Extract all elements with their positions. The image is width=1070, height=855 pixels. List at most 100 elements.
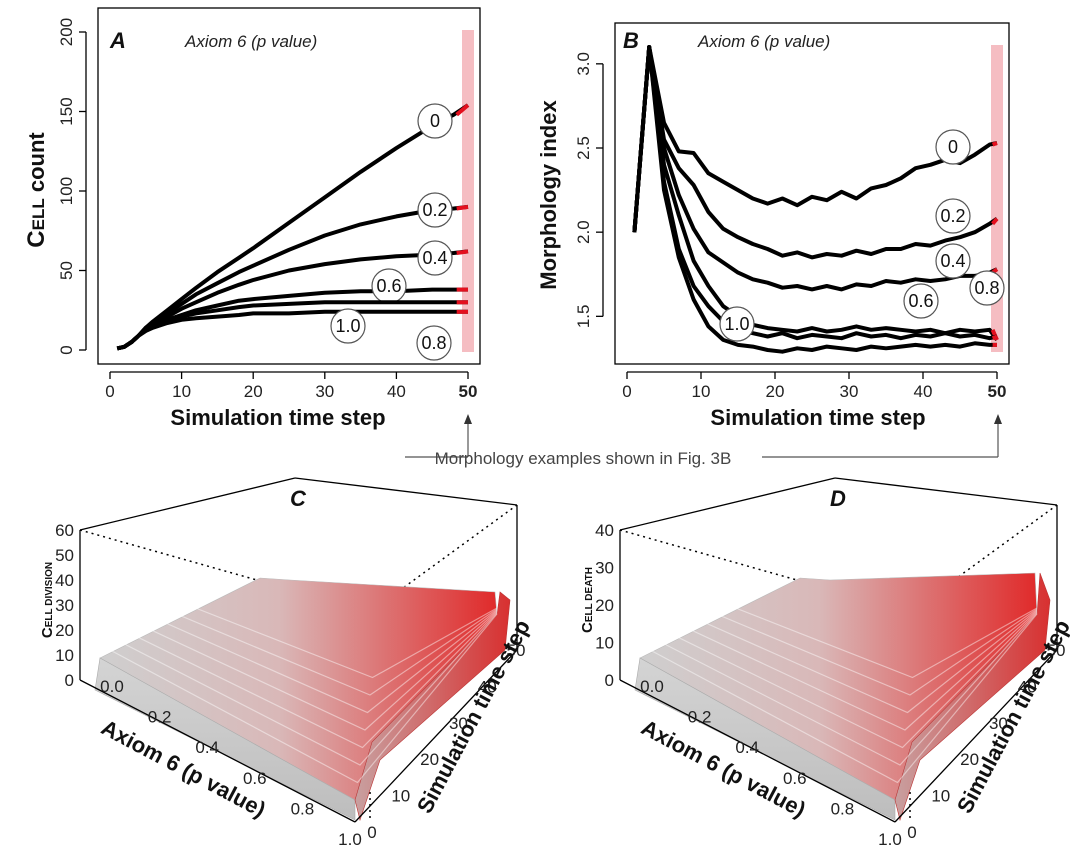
- panel-b-subtitle: Axiom 6 (p value): [697, 32, 830, 51]
- annotation-arrowhead-b: [994, 414, 1002, 424]
- series-label-circle: [417, 240, 453, 276]
- series-line-0.4: [632, 45, 998, 292]
- surface-side: [354, 591, 511, 822]
- x-tick-label: 0.8: [831, 799, 855, 818]
- y-tick-label: 3.0: [574, 52, 593, 76]
- series-line-0.6: [632, 45, 999, 342]
- x-tick-label: 1.0: [338, 830, 362, 849]
- annotation-arrowhead-a: [464, 414, 472, 424]
- z-tick-label: 20: [55, 621, 74, 640]
- z-axis-title: CELL DEATH: [579, 567, 596, 633]
- series-label-circle: [969, 270, 1005, 306]
- box-edge: [294, 477, 518, 506]
- surface-band: [665, 610, 1038, 731]
- z-tick-label: 0: [605, 671, 614, 690]
- x-tick-label: 30: [840, 382, 859, 401]
- x-tick-label: 30: [315, 382, 334, 401]
- series-label: 0.6: [376, 276, 401, 296]
- surface-front: [634, 657, 896, 821]
- y-tick-label: 30: [989, 714, 1008, 733]
- panel-b: B Axiom 6 (p value) Morphology index Sim…: [536, 22, 1010, 430]
- z-axis-title-rest: ELL DIVISION: [44, 562, 55, 627]
- panel-a-subtitle: Axiom 6 (p value): [184, 32, 317, 51]
- surface-band: [658, 611, 1038, 749]
- panel-c-surface: 0 10 20 30 40 50 60 0.0 0.2 0.4 0.6 0.8 1.0 0 10 20 30 40…: [39, 477, 535, 849]
- y-tick-label: 1.5: [574, 305, 593, 329]
- series-line-0.8: [632, 45, 998, 341]
- box-edge-dotted: [79, 529, 371, 613]
- panel-a-xlabel: Simulation time step: [170, 405, 385, 430]
- series-label-circle: [935, 198, 971, 234]
- panel-c: C 0 10 20 30 40 50 60 0.0 0.2 0.4 0.6 0.8 1.0 0 10 20 30…: [39, 477, 535, 849]
- x-tick-label: 40: [914, 382, 933, 401]
- series-label: 0.6: [908, 291, 933, 311]
- surface-band: [646, 613, 1038, 784]
- series-label-circle: [935, 243, 971, 279]
- y-tick-label: 20: [420, 750, 439, 769]
- highlight-band: [462, 30, 474, 352]
- box-edge-dotted: [619, 529, 911, 613]
- box-edge: [79, 477, 296, 531]
- box-edge: [834, 477, 1058, 506]
- surface-front: [94, 657, 356, 821]
- svg-text:CELL count: CELL count: [23, 132, 50, 248]
- surface-band: [678, 597, 1038, 696]
- surface-band: [106, 613, 498, 784]
- panel-letter-b: B: [623, 28, 639, 53]
- y-tick-label: 30: [449, 714, 468, 733]
- series-label: 0: [948, 137, 958, 157]
- panel-b-plot-area: 1.5 2.0 2.5 3.0 0 10 20 30 40 50 0 0.2 0.4 0.6 0.8 1.0: [574, 22, 1010, 401]
- highlight-band: [991, 45, 1003, 352]
- surface-band: [684, 587, 1038, 679]
- x-tick-label: 0: [622, 382, 631, 401]
- y-tick-label: 2.5: [574, 136, 593, 160]
- series-end-mark: [455, 103, 470, 117]
- series-line-1.0: [632, 45, 997, 354]
- box-edge: [79, 679, 356, 823]
- series-label-circle: [417, 103, 453, 139]
- surface-band: [138, 597, 498, 696]
- x-tick-label: 0.6: [783, 769, 807, 788]
- series-end-mark: [991, 217, 999, 226]
- series-label: 0: [430, 111, 440, 131]
- z-tick-label: 10: [55, 646, 74, 665]
- box-edge: [619, 477, 836, 531]
- z-tick-label: 10: [595, 634, 614, 653]
- z-tick-label: 50: [55, 546, 74, 565]
- y-tick-label: 50: [57, 261, 76, 280]
- x-tick-label: 0.0: [100, 677, 124, 696]
- series-label: 0.8: [421, 333, 446, 353]
- x-tick-label: 0.4: [195, 738, 219, 757]
- series-label: 0.4: [940, 251, 965, 271]
- x-tick-label: 10: [692, 382, 711, 401]
- surface-band: [125, 610, 498, 731]
- z-tick-label: 0: [65, 671, 74, 690]
- x-tick-label: 40: [387, 382, 406, 401]
- x-tick-label: 0.8: [291, 799, 315, 818]
- y-tick-label: 200: [57, 18, 76, 46]
- series-line-0.4: [116, 249, 469, 351]
- z-tick-label: 40: [595, 521, 614, 540]
- z-tick-label: 40: [55, 571, 74, 590]
- box-edge: [894, 649, 1058, 823]
- series-label-circle: [417, 192, 453, 228]
- surface-band: [144, 587, 498, 679]
- x-tick-label: 0.0: [640, 677, 664, 696]
- series-label-circle: [719, 306, 755, 342]
- annotation: Morphology examples shown in Fig. 3B: [405, 414, 1002, 468]
- panel-a: A Axiom 6 (p value) CELL count Simulatio…: [23, 7, 481, 430]
- y-tick-label: 10: [931, 787, 950, 806]
- surface-band: [112, 612, 498, 766]
- z-axis-title-initial: C: [579, 622, 596, 633]
- series-end-mark: [456, 249, 469, 255]
- series-label: 1.0: [724, 314, 749, 334]
- series-line-1.0: [116, 309, 468, 351]
- z-tick-label: 30: [55, 596, 74, 615]
- y-tick-label: 100: [57, 177, 76, 205]
- y-tick-label: 150: [57, 97, 76, 125]
- x-tick-label: 50: [459, 382, 478, 401]
- y-tick-label: 0: [57, 345, 76, 354]
- panel-a-ylabel: CELL count: [23, 132, 50, 248]
